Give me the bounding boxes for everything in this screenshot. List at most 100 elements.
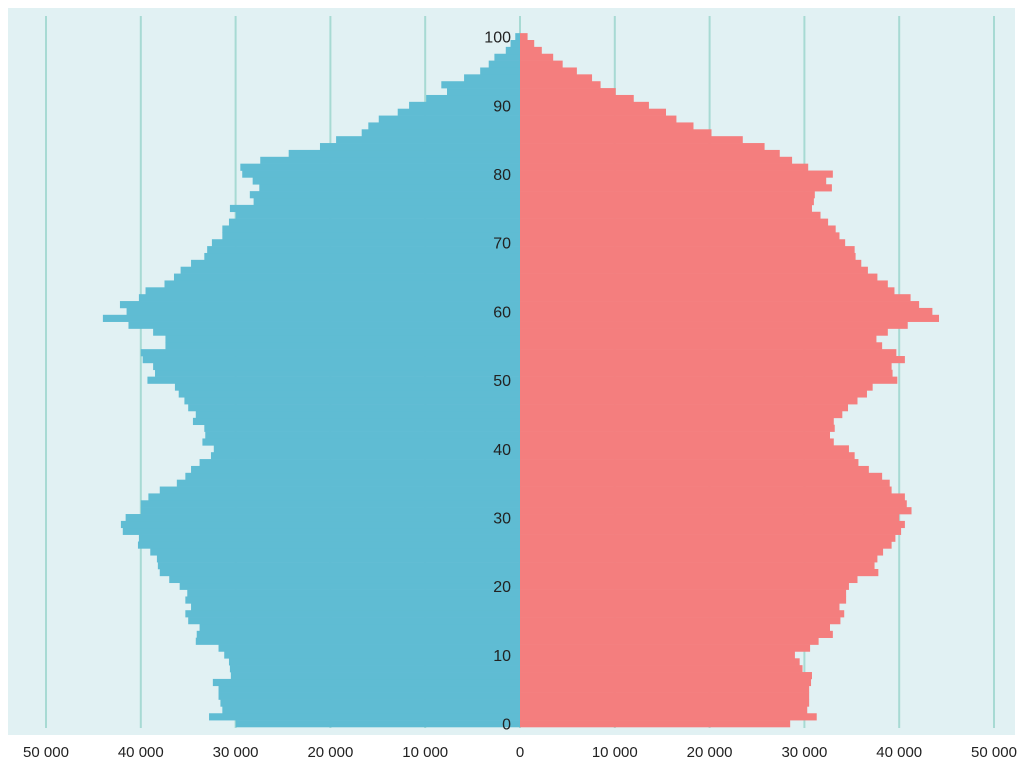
right-bar-age-66 bbox=[520, 266, 868, 274]
right-bar-age-69 bbox=[520, 246, 855, 254]
right-bar-age-39 bbox=[520, 452, 855, 460]
left-bar-age-98 bbox=[505, 46, 520, 55]
right-bar-age-89 bbox=[520, 108, 666, 116]
left-bar-age-30 bbox=[125, 514, 521, 522]
left-bar-age-99 bbox=[510, 40, 520, 48]
age-label-30: 30 bbox=[493, 510, 511, 527]
right-bar-age-64 bbox=[520, 280, 888, 288]
left-bar-age-97 bbox=[494, 53, 520, 61]
left-bar-age-5 bbox=[218, 685, 520, 693]
left-bar-age-100 bbox=[515, 33, 520, 41]
left-bar-age-0 bbox=[235, 720, 520, 728]
left-bar-age-47 bbox=[184, 397, 520, 405]
right-bar-age-100 bbox=[520, 33, 528, 41]
right-bar-age-42 bbox=[520, 431, 830, 439]
left-bar-age-33 bbox=[148, 493, 520, 501]
right-bar-age-9 bbox=[520, 658, 800, 666]
right-bar-age-52 bbox=[520, 362, 892, 371]
right-bar-age-33 bbox=[520, 493, 905, 501]
left-bar-age-89 bbox=[397, 108, 520, 116]
right-bar-age-65 bbox=[520, 273, 878, 281]
right-bar-age-49 bbox=[520, 383, 873, 391]
right-bar-age-84 bbox=[520, 143, 765, 151]
right-bar-age-58 bbox=[520, 321, 908, 329]
left-bar-age-16 bbox=[185, 610, 520, 618]
left-bar-age-73 bbox=[228, 218, 521, 226]
right-bar-age-90 bbox=[520, 101, 649, 109]
left-bar-age-17 bbox=[191, 603, 520, 611]
right-bar-age-0 bbox=[520, 720, 791, 728]
x-tick-label-4: 10 000 bbox=[402, 744, 448, 761]
left-bar-age-48 bbox=[178, 390, 520, 398]
x-tick-label-1: 40 000 bbox=[118, 744, 164, 761]
left-bar-age-32 bbox=[140, 500, 521, 508]
age-label-70: 70 bbox=[493, 236, 511, 253]
right-bar-age-56 bbox=[520, 335, 877, 343]
left-bar-age-50 bbox=[147, 376, 520, 384]
left-bar-age-20 bbox=[179, 582, 520, 590]
left-bar-age-21 bbox=[169, 575, 521, 584]
right-bar-age-77 bbox=[520, 191, 815, 199]
right-bar-age-51 bbox=[520, 369, 893, 377]
right-bar-age-93 bbox=[520, 81, 601, 89]
left-series-bars bbox=[102, 33, 521, 728]
right-bar-age-71 bbox=[520, 232, 840, 240]
x-axis-tick-labels: 50 000 40 000 30 000 20 000 10 000 0 10 000 20 … bbox=[23, 744, 1017, 761]
left-bar-age-76 bbox=[253, 198, 520, 206]
right-bar-age-12 bbox=[520, 637, 819, 645]
left-bar-age-2 bbox=[222, 706, 520, 714]
right-bar-age-76 bbox=[520, 198, 814, 206]
right-bar-age-25 bbox=[520, 548, 884, 556]
right-bar-age-46 bbox=[520, 404, 849, 412]
right-bar-age-45 bbox=[520, 410, 843, 419]
right-bar-age-79 bbox=[520, 177, 827, 185]
left-bar-age-91 bbox=[426, 94, 520, 103]
left-bar-age-18 bbox=[185, 596, 520, 604]
left-bar-age-72 bbox=[222, 225, 520, 233]
right-bar-age-67 bbox=[520, 259, 862, 268]
left-bar-age-10 bbox=[224, 651, 520, 659]
right-bar-age-38 bbox=[520, 459, 859, 467]
right-bar-age-99 bbox=[520, 40, 535, 48]
right-bar-age-85 bbox=[520, 136, 743, 144]
left-bar-age-90 bbox=[409, 101, 520, 109]
left-bar-age-57 bbox=[153, 328, 520, 336]
left-bar-age-61 bbox=[119, 301, 520, 309]
right-bar-age-31 bbox=[520, 507, 912, 515]
right-bar-age-17 bbox=[520, 603, 840, 611]
right-bar-age-24 bbox=[520, 555, 878, 563]
age-label-0: 0 bbox=[502, 717, 511, 734]
left-bar-age-74 bbox=[235, 211, 520, 219]
left-bar-age-85 bbox=[336, 136, 520, 144]
left-bar-age-71 bbox=[222, 232, 520, 240]
left-bar-age-6 bbox=[212, 678, 520, 687]
left-bar-age-36 bbox=[185, 472, 520, 480]
x-tick-label-3: 20 000 bbox=[307, 744, 353, 761]
x-tick-label-7: 20 000 bbox=[687, 744, 733, 761]
left-bar-age-87 bbox=[368, 122, 520, 130]
left-bar-age-13 bbox=[196, 630, 520, 638]
right-bar-age-70 bbox=[520, 239, 846, 247]
right-bar-age-97 bbox=[520, 53, 554, 61]
right-bar-age-28 bbox=[520, 527, 902, 535]
left-bar-age-45 bbox=[195, 410, 520, 419]
left-bar-age-92 bbox=[447, 88, 520, 96]
right-bar-age-82 bbox=[520, 156, 793, 164]
left-bar-age-42 bbox=[205, 431, 521, 439]
right-bar-age-14 bbox=[520, 623, 830, 632]
left-bar-age-52 bbox=[153, 362, 520, 371]
left-bar-age-34 bbox=[159, 486, 520, 494]
x-tick-label-9: 40 000 bbox=[876, 744, 922, 761]
right-bar-age-47 bbox=[520, 397, 858, 405]
left-bar-age-25 bbox=[150, 548, 520, 556]
age-label-10: 10 bbox=[493, 648, 511, 665]
left-bar-age-82 bbox=[260, 156, 520, 164]
left-bar-age-11 bbox=[218, 644, 520, 652]
left-bar-age-83 bbox=[288, 149, 520, 158]
x-tick-label-6: 10 000 bbox=[592, 744, 638, 761]
right-bar-age-94 bbox=[520, 74, 593, 82]
left-bar-age-86 bbox=[361, 129, 520, 137]
age-label-90: 90 bbox=[493, 98, 511, 115]
left-bar-age-88 bbox=[378, 115, 520, 123]
